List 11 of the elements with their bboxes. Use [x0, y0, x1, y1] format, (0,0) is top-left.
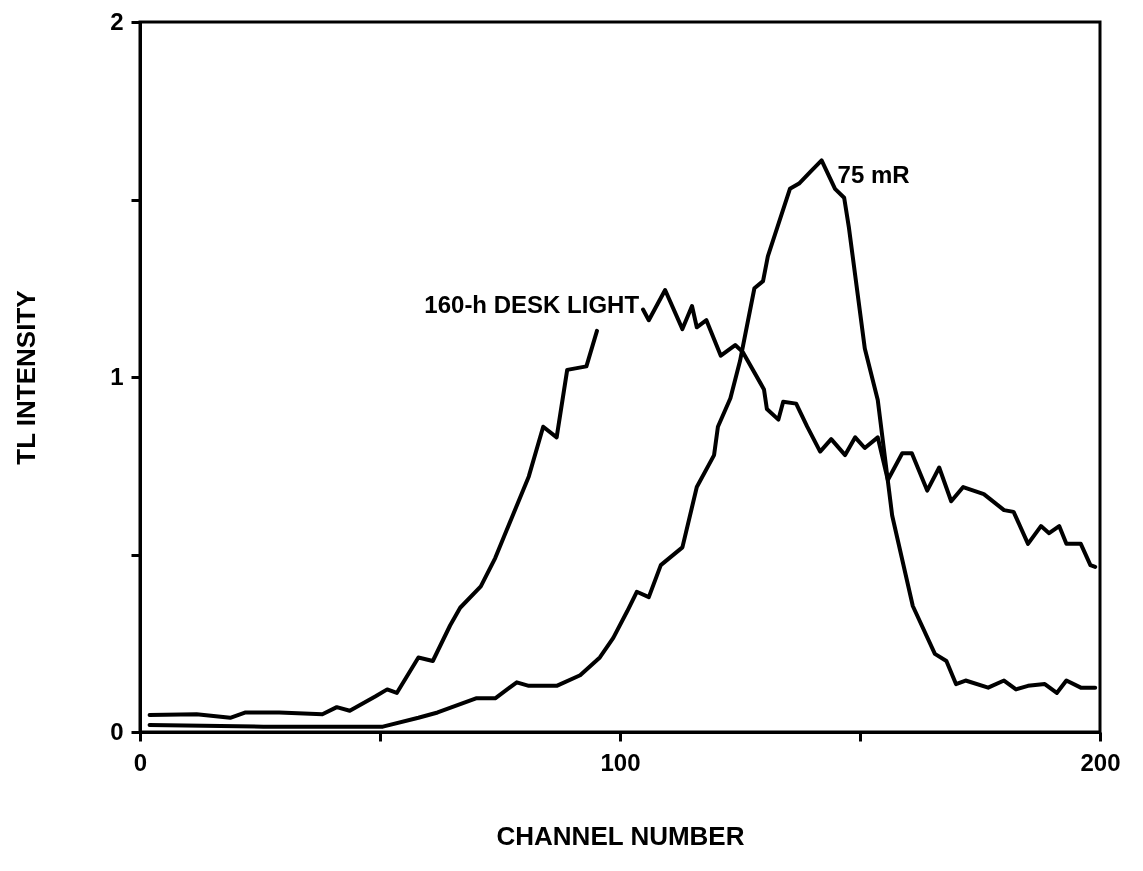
y-tick-label: 2 [110, 7, 124, 35]
x-axis-title: CHANNEL NUMBER [496, 820, 745, 851]
x-tick-label: 200 [1080, 748, 1121, 776]
y-tick-label: 1 [110, 362, 124, 390]
series-label: 160-h DESK LIGHT [424, 290, 640, 318]
y-tick-label: 0 [110, 717, 124, 745]
line-series [147, 158, 1098, 729]
x-tick-label: 0 [133, 748, 148, 776]
series-label: 75 mR [837, 161, 910, 189]
y-axis-title: TL INTENSITY [11, 290, 42, 465]
x-tick-label: 100 [600, 748, 641, 776]
